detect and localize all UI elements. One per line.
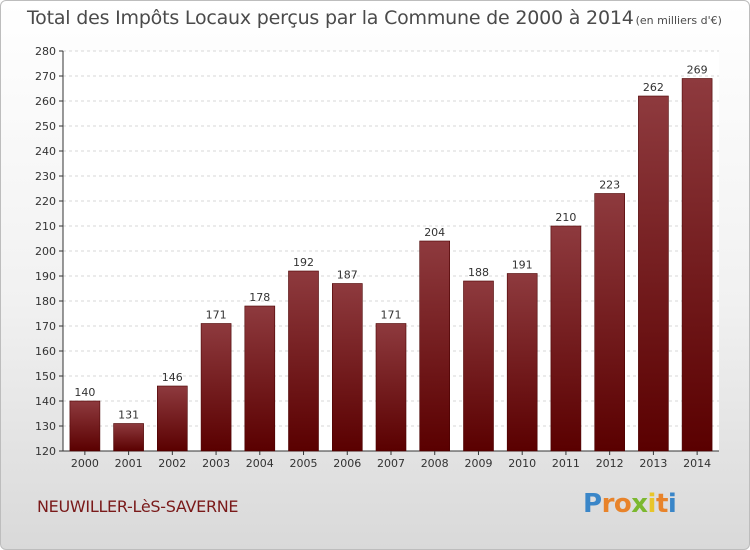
y-tick-label: 240 [35, 145, 56, 158]
logo-letter: i [647, 489, 657, 519]
bar [375, 323, 407, 452]
bar [244, 305, 276, 452]
x-tick-label: 2007 [377, 457, 405, 470]
x-tick-label: 2009 [465, 457, 493, 470]
logo-letter: P [583, 489, 602, 519]
data-label: 178 [249, 291, 270, 304]
data-label: 191 [512, 259, 533, 272]
data-label: 210 [555, 211, 576, 224]
bar [200, 323, 232, 452]
bar [113, 423, 144, 452]
y-tick-label: 200 [35, 245, 56, 258]
data-label: 223 [599, 179, 620, 192]
x-tick-label: 2006 [333, 457, 361, 470]
x-tick-label: 2000 [71, 457, 99, 470]
data-label: 188 [468, 266, 489, 279]
bar [594, 193, 626, 452]
y-tick-label: 260 [35, 95, 56, 108]
y-tick-label: 150 [35, 370, 56, 383]
data-label: 204 [424, 226, 445, 239]
x-tick-label: 2011 [552, 457, 580, 470]
y-tick-label: 250 [35, 120, 56, 133]
y-tick-label: 120 [35, 445, 56, 458]
logo-letter: t [655, 489, 668, 519]
data-label: 192 [293, 256, 314, 269]
y-tick-label: 180 [35, 295, 56, 308]
data-label: 146 [162, 371, 183, 384]
x-tick-label: 2001 [115, 457, 143, 470]
x-tick-label: 2013 [639, 457, 667, 470]
bar [681, 78, 713, 452]
bar [506, 273, 538, 452]
bar [463, 280, 494, 452]
x-tick-label: 2008 [421, 457, 449, 470]
x-tick-label: 2014 [683, 457, 711, 470]
data-label: 269 [687, 64, 708, 77]
data-label: 171 [206, 309, 227, 322]
x-tick-label: 2004 [246, 457, 274, 470]
bar [638, 95, 669, 452]
chart-title: Total des Impôts Locaux perçus par la Co… [27, 7, 634, 29]
y-tick-label: 210 [35, 220, 56, 233]
x-tick-label: 2003 [202, 457, 230, 470]
bar [157, 385, 188, 452]
data-label: 140 [74, 386, 95, 399]
bar [419, 240, 451, 452]
y-tick-label: 130 [35, 420, 56, 433]
bar [550, 225, 582, 452]
x-tick-label: 2005 [290, 457, 318, 470]
data-label: 187 [337, 269, 358, 282]
y-tick-label: 280 [35, 45, 56, 58]
commune-name: NEUWILLER-LèS-SAVERNE [37, 497, 239, 516]
x-tick-label: 2010 [508, 457, 536, 470]
x-tick-label: 2012 [596, 457, 624, 470]
y-tick-label: 230 [35, 170, 56, 183]
data-label: 171 [381, 309, 402, 322]
x-tick-label: 2002 [158, 457, 186, 470]
data-label: 262 [643, 81, 664, 94]
y-tick-label: 220 [35, 195, 56, 208]
bar [69, 400, 101, 452]
y-tick-label: 140 [35, 395, 56, 408]
y-tick-label: 160 [35, 345, 56, 358]
data-label: 131 [118, 409, 139, 422]
chart-unit: (en milliers d'€) [635, 14, 722, 27]
logo-letter: i [667, 489, 677, 519]
y-tick-label: 270 [35, 70, 56, 83]
y-tick-label: 190 [35, 270, 56, 283]
logo-letter: r [601, 489, 615, 519]
bar [331, 283, 363, 452]
bar [288, 270, 319, 452]
y-tick-label: 170 [35, 320, 56, 333]
logo-letter: x [631, 489, 648, 519]
chart-title-block: Total des Impôts Locaux perçus par la Co… [27, 7, 722, 29]
logo-letter: o [613, 489, 632, 519]
proxiti-logo: Proxiti [583, 489, 677, 519]
